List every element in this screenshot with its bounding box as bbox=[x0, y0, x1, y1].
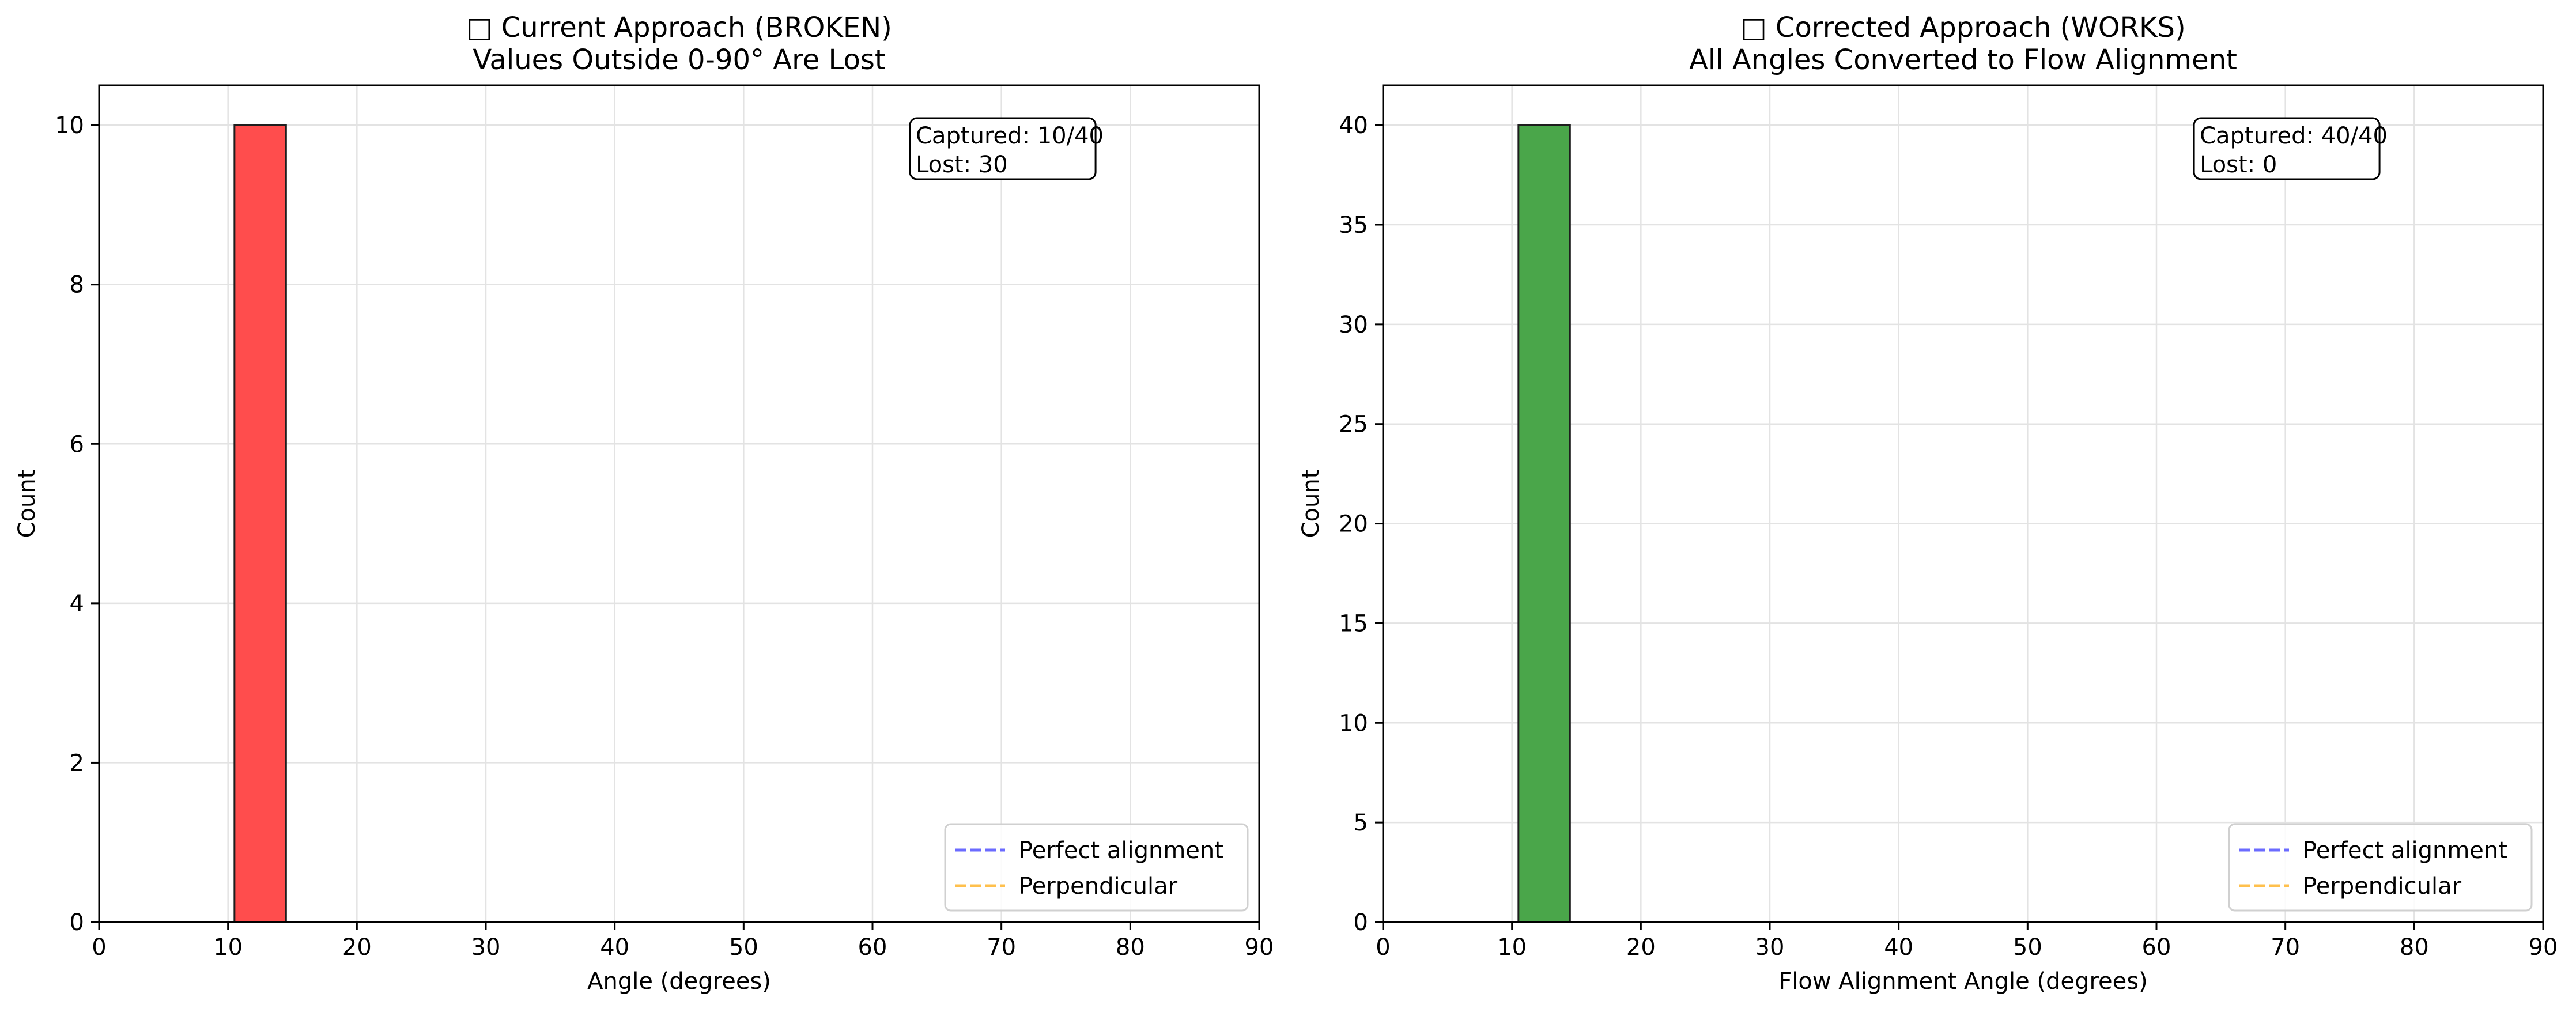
x-tick-label: 30 bbox=[471, 934, 501, 961]
y-tick-label: 6 bbox=[70, 431, 84, 458]
y-tick-label: 30 bbox=[1339, 312, 1368, 338]
legend-label-2: Perpendicular bbox=[2303, 873, 2462, 900]
plot-frame bbox=[1382, 84, 2544, 923]
chart-title-line-1: □ Corrected Approach (WORKS) bbox=[1740, 12, 2185, 44]
x-tick-label: 20 bbox=[342, 934, 372, 961]
y-tick-label: 40 bbox=[1339, 112, 1368, 139]
y-tick-label: 0 bbox=[1354, 909, 1368, 936]
chart-panel-1: 0 10 20 30 40 50 60 70 80 90 0 2 4 6 8 10 Angle (degrees… bbox=[14, 12, 1274, 995]
y-tick-label: 20 bbox=[1339, 511, 1368, 538]
x-tick-label: 80 bbox=[2400, 934, 2429, 961]
x-tick-label: 10 bbox=[1497, 934, 1527, 961]
x-tick-label: 40 bbox=[1884, 934, 1913, 961]
stats-annotation: Captured: 10/40 Lost: 30 bbox=[909, 117, 1104, 180]
y-tick-label: 4 bbox=[70, 591, 84, 617]
x-tick-label: 20 bbox=[1626, 934, 1656, 961]
y-tick-label: 10 bbox=[1339, 710, 1368, 736]
x-axis-label: Flow Alignment Angle (degrees) bbox=[1778, 968, 2147, 995]
x-tick-label: 50 bbox=[2013, 934, 2042, 961]
legend-box bbox=[2228, 823, 2533, 912]
legend-label-1: Perfect alignment bbox=[2303, 837, 2507, 864]
y-axis-label: Count bbox=[14, 470, 40, 538]
y-tick-label: 15 bbox=[1339, 610, 1368, 637]
plot-frame bbox=[98, 84, 1260, 923]
x-tick-label: 10 bbox=[213, 934, 243, 961]
x-tick-label: 80 bbox=[1116, 934, 1145, 961]
y-tick-label: 0 bbox=[70, 909, 84, 936]
legend-box bbox=[944, 823, 1249, 912]
legend-label-2: Perpendicular bbox=[1019, 873, 1178, 900]
y-tick-label: 5 bbox=[1354, 810, 1368, 836]
x-tick-label: 50 bbox=[729, 934, 758, 961]
stats-annotation: Captured: 40/40 Lost: 0 bbox=[2193, 117, 2388, 180]
chart-title-line-1: □ Current Approach (BROKEN) bbox=[466, 12, 892, 44]
x-tick-label: 40 bbox=[600, 934, 629, 961]
x-tick-label: 70 bbox=[2271, 934, 2300, 961]
chart-title-line-2: Values Outside 0-90° Are Lost bbox=[473, 44, 885, 76]
x-tick-label: 90 bbox=[1245, 934, 1274, 961]
x-tick-label: 0 bbox=[1376, 934, 1390, 961]
chart-panel-2: 0 10 20 30 40 50 60 70 80 90 0 5 10 15 20 25 30 35 40 Flow … bbox=[1298, 12, 2558, 995]
chart-title-line-2: All Angles Converted to Flow Alignment bbox=[1689, 44, 2237, 76]
y-tick-label: 25 bbox=[1339, 411, 1368, 438]
histogram-bar bbox=[233, 124, 287, 923]
x-tick-label: 60 bbox=[2142, 934, 2171, 961]
x-tick-label: 60 bbox=[858, 934, 887, 961]
annotation-box bbox=[2193, 117, 2381, 180]
x-tick-label: 90 bbox=[2529, 934, 2558, 961]
annotation-line: Lost: 0 bbox=[2200, 152, 2277, 178]
x-tick-label: 70 bbox=[987, 934, 1016, 961]
annotation-box bbox=[909, 117, 1097, 180]
x-tick-label: 0 bbox=[92, 934, 106, 961]
annotation-line: Lost: 30 bbox=[916, 152, 1008, 178]
y-tick-label: 35 bbox=[1339, 212, 1368, 239]
legend-label-1: Perfect alignment bbox=[1019, 837, 1223, 864]
annotation-line: Captured: 40/40 bbox=[2200, 123, 2388, 149]
x-tick-label: 30 bbox=[1755, 934, 1785, 961]
x-axis-label: Angle (degrees) bbox=[587, 968, 771, 995]
legend: Perfect alignment Perpendicular bbox=[944, 823, 1249, 912]
y-tick-label: 2 bbox=[70, 750, 84, 776]
y-tick-label: 10 bbox=[55, 112, 84, 139]
annotation-line: Captured: 10/40 bbox=[916, 123, 1104, 149]
histogram-bar bbox=[1517, 124, 1571, 923]
y-axis-label: Count bbox=[1298, 470, 1324, 538]
y-tick-label: 8 bbox=[70, 272, 84, 299]
legend: Perfect alignment Perpendicular bbox=[2228, 823, 2533, 912]
